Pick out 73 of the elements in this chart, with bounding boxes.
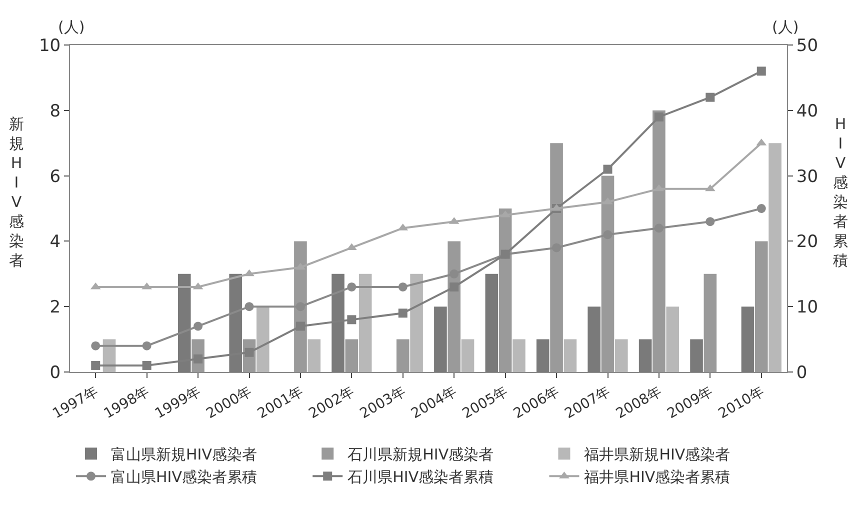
bar	[615, 339, 628, 372]
bar	[498, 208, 512, 372]
bar	[666, 306, 680, 372]
y-tick-label: 6	[50, 166, 61, 187]
legend-label: 富山県HIV感染者累積	[111, 468, 257, 486]
bar	[741, 306, 754, 372]
y2-tick-label: 20	[796, 232, 818, 252]
text: (人)	[772, 18, 799, 36]
point	[142, 360, 152, 370]
bar	[410, 274, 423, 372]
point	[91, 360, 100, 370]
bar	[754, 241, 768, 372]
bar	[358, 274, 372, 372]
point	[706, 217, 715, 226]
y-tick-label: 10	[38, 36, 61, 56]
bar	[564, 339, 577, 372]
point	[244, 302, 254, 312]
bar	[434, 306, 447, 372]
text: (人)	[58, 18, 85, 36]
legend-label: 富山県新規HIV感染者	[111, 446, 257, 464]
point	[450, 269, 459, 278]
y2-tick-label: 10	[796, 298, 818, 318]
bar	[638, 339, 652, 372]
y-tick-label: 4	[50, 232, 61, 252]
bar	[768, 143, 782, 372]
bar	[550, 143, 563, 372]
point	[194, 322, 203, 331]
legend-label: 石川県新規HIV感染者	[348, 446, 494, 464]
y-axis-title: 新規HIV感染者	[9, 115, 24, 270]
bar	[512, 339, 526, 372]
y2-tick-label: 40	[796, 101, 818, 122]
bar	[461, 339, 474, 372]
point	[552, 243, 562, 252]
legend-label: 福井県HIV感染者累積	[584, 468, 730, 486]
bar	[345, 339, 358, 372]
legend-label: 石川県HIV感染者累積	[348, 468, 494, 486]
point	[347, 282, 356, 292]
bar	[704, 274, 717, 372]
point	[602, 197, 613, 204]
point	[756, 66, 766, 76]
y2-tick-label: 0	[796, 362, 808, 383]
bar	[652, 110, 666, 372]
y-tick-label: 0	[50, 362, 61, 383]
point	[654, 112, 664, 122]
point	[296, 302, 305, 312]
bar	[448, 241, 461, 372]
bar	[308, 339, 321, 372]
bar	[536, 339, 550, 372]
point	[296, 322, 305, 331]
point	[347, 315, 356, 324]
point	[450, 282, 459, 292]
point	[706, 92, 715, 102]
point	[91, 341, 100, 350]
point	[142, 341, 152, 350]
y2-tick-label: 50	[796, 36, 818, 56]
legend-label: 福井県新規HIV感染者	[584, 446, 730, 464]
y-tick-label: 8	[50, 101, 61, 122]
bar	[601, 176, 614, 372]
point	[603, 230, 612, 240]
bar	[396, 339, 410, 372]
point	[654, 224, 664, 233]
point	[756, 204, 766, 213]
bar	[588, 306, 600, 372]
y-tick-label: 2	[50, 298, 61, 318]
point	[398, 282, 408, 292]
bar	[690, 339, 703, 372]
bar	[256, 306, 270, 372]
y2-tick-label: 30	[796, 166, 818, 187]
bar	[485, 274, 498, 372]
point	[398, 308, 408, 318]
y2-axis-title: HIV感染者累積	[833, 115, 848, 270]
point	[603, 164, 612, 174]
point	[244, 269, 254, 276]
